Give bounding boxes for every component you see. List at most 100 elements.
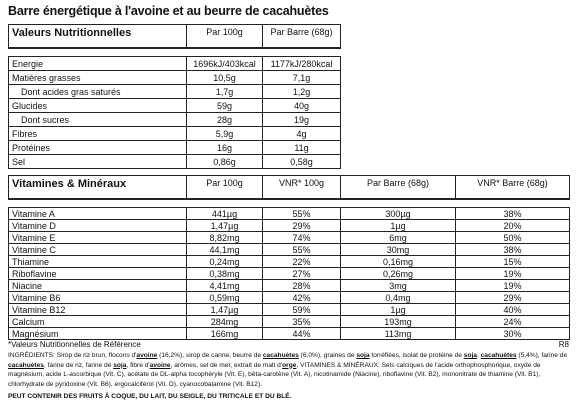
cell-value: 29%: [262, 219, 341, 232]
spacer-cell: [8, 47, 187, 57]
cell-value: 59%: [262, 303, 341, 316]
cell-value: 1µg: [340, 219, 456, 232]
cell-value: 40%: [455, 303, 570, 316]
header-cell: Par Barre (68g): [262, 24, 341, 49]
cell-value: 38%: [455, 207, 570, 220]
cell-value: 74%: [262, 231, 341, 244]
cell-value: 0,59mg: [186, 291, 263, 304]
title: Barre énergétique à l'avoine et au beurr…: [8, 4, 329, 18]
vitamins-table: Vitamines & Minéraux Par 100g VNR* 100g Par…: [8, 175, 570, 340]
row-label: Vitamine D: [8, 219, 187, 232]
code: R8: [558, 340, 569, 349]
row-label: Niacine: [8, 279, 187, 292]
spacer-cell: [262, 198, 341, 208]
header-cell: Par Barre (68g): [340, 175, 456, 200]
table-row: Riboflavine 0,38mg 27% 0,26mg 19%: [8, 267, 570, 280]
header-cell: Par 100g: [186, 175, 263, 200]
row-label: Fibres: [8, 126, 187, 141]
cell-value: 0,58g: [262, 154, 341, 169]
ingredient-text: , fibre d': [126, 361, 150, 369]
cell-value: 1696kJ/403kcal: [186, 56, 263, 71]
cell-value: 0,26mg: [340, 267, 456, 280]
cell-value: 30%: [455, 327, 570, 340]
table-row: Thiamine 0,24mg 22% 0,16mg 15%: [8, 255, 570, 268]
cell-value: 40g: [262, 98, 341, 113]
ingredient-text: (6,0%), graines de: [298, 352, 357, 359]
header-row: Valeurs Nutritionnelles Par 100g Par Barre…: [8, 24, 341, 49]
cell-value: 4g: [262, 126, 341, 141]
row-label: Protéines: [8, 140, 187, 155]
table-row: Protéines 16g 11g: [8, 140, 341, 155]
table-head: Vitamines & Minéraux Par 100g VNR* 100g Par…: [8, 175, 570, 200]
allergen-word: avoine: [149, 361, 171, 369]
cell-value: 1,2g: [262, 84, 341, 99]
cell-value: 19g: [262, 112, 341, 127]
cell-value: 50%: [455, 231, 570, 244]
spacer-row: [8, 198, 570, 208]
spacer-cell: [8, 198, 187, 208]
cell-value: 1,47µg: [186, 303, 263, 316]
cell-value: 7,1g: [262, 70, 341, 85]
table-row: Vitamine C 44,1mg 55% 30mg 38%: [8, 243, 570, 256]
row-label: Vitamine C: [8, 243, 187, 256]
cell-value: 1,47µg: [186, 219, 263, 232]
allergen-word: orge: [282, 361, 297, 369]
allergen-word: cacahuètes: [262, 352, 299, 359]
cell-value: 59g: [186, 98, 263, 113]
table-row: Calcium 284mg 35% 193mg 24%: [8, 315, 570, 328]
row-label: Sel: [8, 154, 187, 169]
footer: *Valeurs Nutritionnelles de Référence R8: [8, 340, 569, 349]
row-label: Dont acides gras saturés: [8, 84, 187, 99]
allergen-word: cacahuètes: [480, 352, 517, 359]
ingredient-text: , arômes, sel de mer, extrait de malt d': [170, 361, 283, 369]
header-cell: VNR* Barre (68g): [455, 175, 570, 200]
spacer-cell: [455, 198, 570, 208]
cell-value: 0,86g: [186, 154, 263, 169]
cell-value: 10,5g: [186, 70, 263, 85]
row-label: Vitamine B12: [8, 303, 187, 316]
cell-value: 15%: [455, 255, 570, 268]
cell-value: 24%: [455, 315, 570, 328]
cell-value: 284mg: [186, 315, 263, 328]
spacer-cell: [186, 47, 263, 57]
cell-value: 44,1mg: [186, 243, 263, 256]
cell-value: 1µg: [340, 303, 456, 316]
spacer-cell: [262, 47, 341, 57]
row-label: Dont sucres: [8, 112, 187, 127]
table-row: Vitamine B12 1,47µg 59% 1µg 40%: [8, 303, 570, 316]
table-row: Vitamine D 1,47µg 29% 1µg 20%: [8, 219, 570, 232]
table-row: Matières grasses 10,5g 7,1g: [8, 70, 341, 85]
ingredient-text: , VITAMINES & MINÉRAUX: Sels calciques d…: [8, 361, 541, 388]
table-row: Vitamine A 441µg 55% 300µg 38%: [8, 207, 570, 220]
row-label: Energie: [8, 56, 187, 71]
row-label: Calcium: [8, 315, 187, 328]
spacer-cell: [340, 198, 456, 208]
header-cell: Par 100g: [186, 24, 263, 49]
cell-value: 11g: [262, 140, 341, 155]
row-label: Glucides: [8, 98, 187, 113]
table-row: Dont acides gras saturés 1,7g 1,2g: [8, 84, 341, 99]
cell-value: 55%: [262, 207, 341, 220]
allergen-word: soja: [463, 352, 477, 359]
header-cell: Vitamines & Minéraux: [8, 175, 187, 200]
cell-value: 300µg: [340, 207, 456, 220]
spacer-cell: [186, 198, 263, 208]
cell-value: 20%: [455, 219, 570, 232]
table-row: Magnésium 166mg 44% 113mg 30%: [8, 327, 570, 340]
row-label: Riboflavine: [8, 267, 187, 280]
cell-value: 30mg: [340, 243, 456, 256]
cell-value: 1177kJ/280kcal: [262, 56, 341, 71]
table-row: Vitamine B6 0,59mg 42% 0,4mg 29%: [8, 291, 570, 304]
row-label: Vitamine E: [8, 231, 187, 244]
cell-value: 55%: [262, 243, 341, 256]
row-label: Thiamine: [8, 255, 187, 268]
table-row: Niacine 4,41mg 28% 3mg 19%: [8, 279, 570, 292]
cell-value: 27%: [262, 267, 341, 280]
allergens: PEUT CONTENIR DES FRUITS À COQUE, DU LAI…: [8, 393, 292, 400]
row-label: Vitamine A: [8, 207, 187, 220]
cell-value: 19%: [455, 279, 570, 292]
nutrition-table: Valeurs Nutritionnelles Par 100g Par Barre…: [8, 24, 341, 169]
table-row: Energie 1696kJ/403kcal 1177kJ/280kcal: [8, 56, 341, 71]
table-body: Vitamine A 441µg 55% 300µg 38% Vitamine D 1,47…: [8, 198, 570, 340]
table-head: Valeurs Nutritionnelles Par 100g Par Barre…: [8, 24, 341, 49]
